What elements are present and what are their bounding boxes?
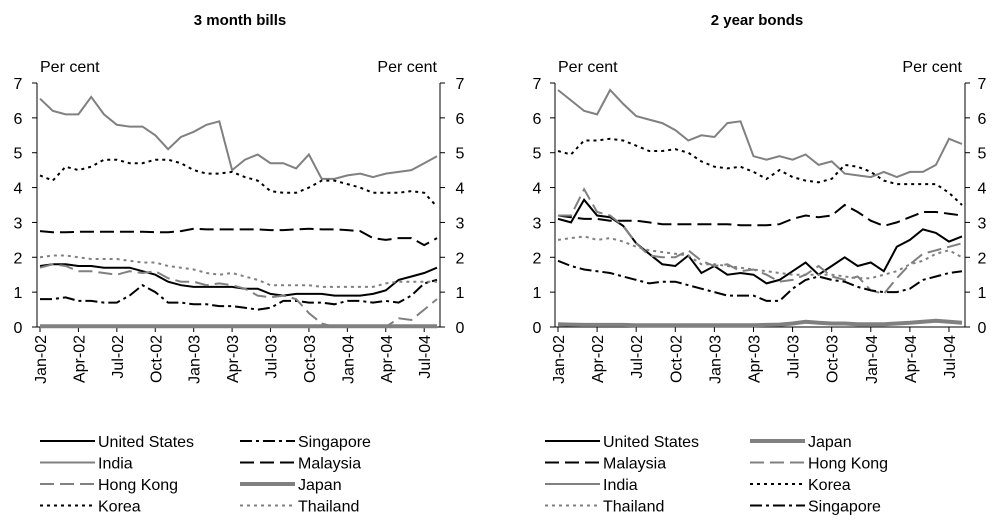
y2-tick-label: 1 [978,285,987,302]
legend-label: Thailand [298,499,359,516]
legend-label: Malaysia [298,456,361,473]
y-tick-label: 4 [533,181,542,198]
y-tick-label: 3 [14,215,23,232]
y-tick-label: 6 [14,111,23,128]
series-line [39,95,438,180]
x-tick-label: Jul-02 [629,335,646,379]
legend-label: Japan [298,477,342,494]
y2-tick-label: 2 [978,250,987,267]
x-tick-label: Oct-02 [148,335,165,383]
y-axis-label: Per cent [558,59,618,76]
y-tick-label: 0 [533,320,542,337]
y2-tick-label: 5 [978,146,987,163]
y2-tick-label: 1 [456,285,465,302]
x-tick-label: Oct-03 [825,335,842,383]
legend-label: Korea [808,477,851,494]
y2-tick-label: 4 [978,181,987,198]
chart-title: 2 year bonds [711,12,804,29]
series-line [40,278,438,311]
y2-tick-label: 7 [978,76,987,93]
x-tick-label: Apr-02 [590,335,607,383]
x-tick-label: Oct-02 [668,335,685,383]
x-tick-label: Oct-03 [302,335,319,383]
chart-title: 3 month bills [194,12,287,29]
x-tick-label: Apr-04 [379,335,396,383]
y2-tick-label: 6 [456,111,465,128]
y-tick-label: 1 [14,285,23,302]
x-tick-label: Jul-03 [786,335,803,379]
y-tick-label: 7 [14,76,23,93]
series-line [39,254,437,288]
legend-label: Hong Kong [808,456,888,473]
x-tick-label: Jan-02 [33,335,50,384]
x-tick-label: Jan-03 [707,335,724,384]
x-tick-label: Apr-03 [225,335,242,383]
y2-axis-label: Per cent [902,59,962,76]
y-tick-label: 1 [533,285,542,302]
series-line [39,263,438,297]
series-line [557,318,963,328]
legend-label: Malaysia [603,456,666,473]
y-tick-label: 5 [14,146,23,163]
series-line [557,203,963,227]
x-tick-label: Apr-04 [903,335,920,383]
y2-tick-label: 3 [978,215,987,232]
y2-tick-label: 0 [456,320,465,337]
legend-label: India [98,456,133,473]
x-tick-label: Apr-02 [71,335,88,383]
series-line [557,235,963,280]
series-line [557,137,963,206]
x-tick-label: Jul-04 [417,335,434,379]
legend-label: Singapore [808,499,881,516]
y-tick-label: 6 [533,111,542,128]
x-tick-label: Jan-04 [864,335,881,384]
y2-axis-label: Per cent [377,59,437,76]
x-tick-label: Jul-03 [264,335,281,379]
x-tick-label: Jul-04 [942,335,959,379]
legend-label: India [603,477,638,494]
y2-tick-label: 0 [978,320,987,337]
y-tick-label: 5 [533,146,542,163]
x-tick-label: Jul-02 [110,335,127,379]
series-line [557,88,963,179]
series-line [39,158,438,208]
legend-label: Japan [808,434,852,451]
legend-label: United States [603,434,699,451]
y2-tick-label: 6 [978,111,987,128]
series-line [557,259,963,302]
y-tick-label: 2 [533,250,542,267]
x-tick-label: Jan-02 [551,335,568,384]
y2-tick-label: 4 [456,181,465,198]
legend-label: Hong Kong [98,477,178,494]
y-tick-label: 7 [533,76,542,93]
y2-tick-label: 2 [456,250,465,267]
y-tick-label: 2 [14,250,23,267]
x-tick-label: Jan-04 [340,335,357,384]
series-line [39,227,438,247]
y2-tick-label: 3 [456,215,465,232]
y-tick-label: 0 [14,320,23,337]
y2-tick-label: 5 [456,146,465,163]
legend-label: Thailand [603,499,664,516]
legend-label: Singapore [298,434,371,451]
x-tick-label: Jan-03 [187,335,204,384]
y2-tick-label: 7 [456,76,465,93]
legend-label: United States [98,434,194,451]
legend-label: Korea [98,499,141,516]
y-tick-label: 3 [533,215,542,232]
y-axis-label: Per cent [40,59,100,76]
series-line [558,187,963,296]
series-line [39,263,438,328]
y-tick-label: 4 [14,181,23,198]
series-line [557,198,963,285]
x-tick-label: Apr-03 [746,335,763,383]
